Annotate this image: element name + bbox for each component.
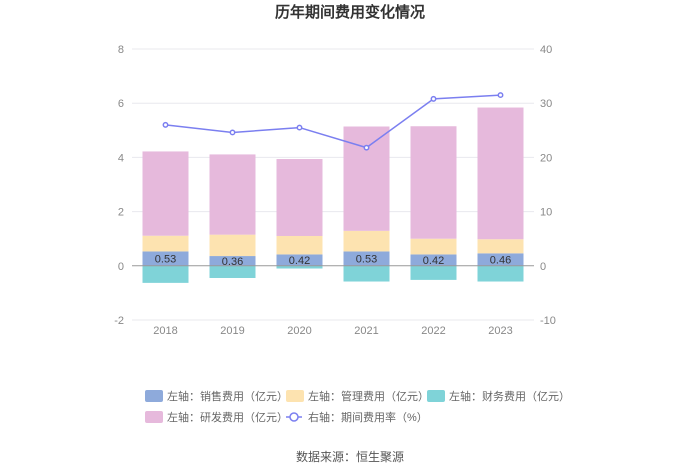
bar-segment	[410, 254, 457, 266]
expense-rate-line	[162, 92, 504, 151]
legend-marker	[289, 412, 299, 422]
right-tick-label: 30	[540, 98, 552, 110]
legend-swatch	[145, 390, 163, 402]
right-tick-label: 40	[540, 44, 552, 56]
right-axis-ticks: -10 0 10 20 30 40	[540, 44, 556, 327]
bar-segment	[477, 107, 524, 240]
bar-segment	[343, 251, 390, 266]
bar-segment	[209, 265, 256, 278]
x-tick-label: 2023	[488, 325, 512, 337]
bar-segment	[276, 235, 323, 255]
x-tick-label: 2021	[354, 325, 378, 337]
rate-point	[497, 92, 504, 99]
x-tick-label: 2022	[421, 325, 445, 337]
right-tick-label: 20	[540, 152, 552, 164]
left-axis-ticks: -2 0 2 4 6 8	[114, 44, 124, 327]
right-tick-label: -10	[540, 315, 556, 327]
bar-segment	[276, 159, 323, 236]
legend-label: 左轴：财务费用（亿元）	[449, 389, 570, 403]
left-tick-label: -2	[114, 315, 124, 327]
x-axis-ticks: 2018 2019 2020 2021 2022 2023	[153, 325, 512, 337]
data-label: 0.53	[356, 254, 377, 266]
bar-segment	[276, 265, 323, 269]
rate-point	[229, 129, 236, 136]
bar-segment	[142, 235, 189, 252]
bar-segment	[343, 265, 390, 282]
legend: 左轴：销售费用（亿元） 左轴：管理费用（亿元） 左轴：财务费用（亿元） 左轴：研发费用…	[145, 389, 570, 424]
rate-point	[296, 124, 303, 131]
bar-segment	[343, 126, 390, 231]
bar-segment	[142, 265, 189, 283]
data-label: 0.46	[490, 255, 511, 267]
left-tick-label: 8	[118, 44, 124, 56]
left-tick-label: 6	[118, 98, 124, 110]
x-tick-label: 2018	[153, 325, 177, 337]
bar-segment	[410, 126, 457, 239]
legend-label: 左轴：销售费用（亿元）	[167, 389, 288, 403]
bar-segment	[477, 253, 524, 266]
chart-title: 历年期间费用变化情况	[275, 3, 425, 21]
right-tick-label: 0	[540, 261, 546, 273]
legend-swatch	[427, 390, 445, 402]
left-tick-label: 4	[118, 152, 124, 164]
rate-line	[165, 94, 501, 149]
bar-segment	[209, 234, 256, 257]
left-tick-label: 0	[118, 261, 124, 273]
data-source: 数据来源：恒生聚源	[296, 449, 404, 464]
legend-swatch	[286, 390, 304, 402]
right-tick-label: 10	[540, 207, 552, 219]
data-label: 0.53	[155, 254, 176, 266]
bar-segment	[343, 230, 390, 252]
x-tick-label: 2019	[220, 325, 244, 337]
data-label: 0.36	[222, 256, 243, 268]
bar-segment	[477, 265, 524, 282]
bar-segment	[410, 265, 457, 280]
data-label: 0.42	[423, 255, 444, 267]
rate-point	[363, 144, 370, 151]
bar-segment	[410, 238, 457, 255]
bar-marks: 0.53 0.36 0.42 0.53 0.42 0.46	[142, 107, 524, 283]
left-tick-label: 2	[118, 207, 124, 219]
bar-segment	[142, 251, 189, 266]
rate-point	[430, 95, 437, 102]
bar-segment	[477, 239, 524, 254]
bar-segment	[276, 254, 323, 266]
x-tick-label: 2020	[287, 325, 311, 337]
bar-segment	[209, 256, 256, 266]
data-label: 0.42	[289, 255, 310, 267]
legend-swatch	[145, 411, 163, 423]
bar-segment	[142, 151, 189, 236]
bar-segment	[209, 154, 256, 235]
grid-lines	[132, 48, 534, 321]
legend-label: 左轴：研发费用（亿元）	[167, 410, 288, 424]
legend-label: 右轴：期间费用率（%）	[308, 410, 428, 424]
rate-point	[162, 121, 169, 128]
legend-label: 左轴：管理费用（亿元）	[308, 389, 429, 403]
